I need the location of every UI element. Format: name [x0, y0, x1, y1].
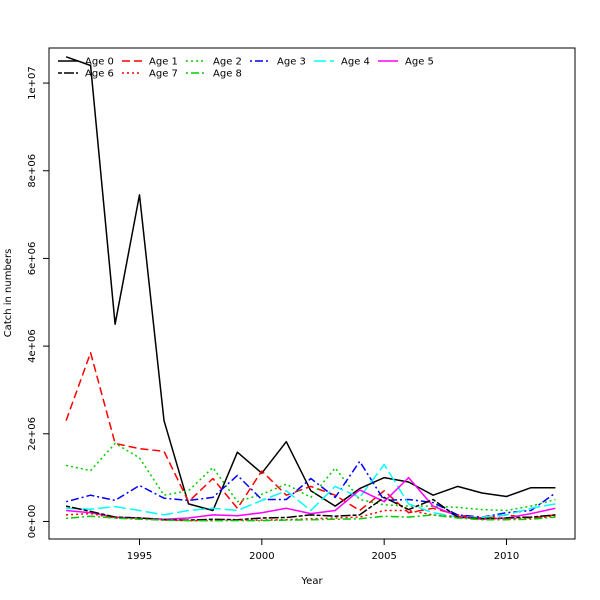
y-tick-label: 4e+06	[27, 329, 38, 363]
legend-label: Age 0	[85, 57, 114, 68]
legend-label: Age 5	[405, 57, 434, 68]
series-line-age-8	[66, 514, 556, 522]
x-axis-label: Year	[300, 576, 323, 587]
y-tick-label: 1e+07	[27, 66, 38, 100]
y-tick-label: 6e+06	[27, 242, 38, 276]
series-line-age-1	[65, 351, 556, 519]
legend-label: Age 2	[213, 57, 242, 68]
legend-label: Age 1	[149, 57, 178, 68]
y-tick-label: 0e+00	[27, 505, 38, 539]
series-line-age-7	[66, 509, 556, 522]
x-tick-label: 2005	[371, 551, 396, 562]
legend-label: Age 4	[341, 57, 370, 68]
series-layer	[65, 56, 556, 522]
x-tick-label: 2000	[249, 551, 274, 562]
legend-label: Age 3	[277, 57, 306, 68]
series-line-age-0	[65, 56, 556, 512]
series-line-age-3	[65, 460, 556, 518]
x-tick-label: 2010	[494, 551, 519, 562]
axis-layer: 1995 2000 2005 2010 0e+00 2e+06 4e+06 6e+06 8e+0…	[27, 66, 519, 562]
series-line-age-2	[65, 442, 556, 512]
y-tick-label: 8e+06	[27, 154, 38, 188]
legend-label: Age 6	[85, 69, 114, 80]
legend: Age 0 Age 1 Age 2 Age 3 Age 4 Age 5 Age 6 Age 7…	[58, 57, 434, 80]
x-tick-label: 1995	[127, 551, 152, 562]
series-line-age-4	[66, 463, 556, 518]
y-axis-label: Catch in numbers	[3, 249, 14, 338]
y-tick-label: 2e+06	[27, 417, 38, 451]
legend-label: Age 8	[213, 69, 242, 80]
legend-label: Age 7	[149, 69, 178, 80]
